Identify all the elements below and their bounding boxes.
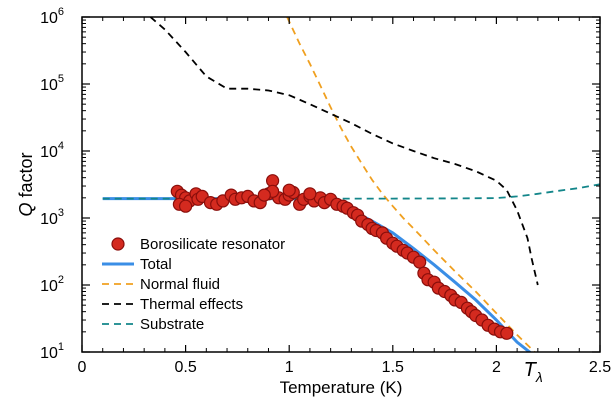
y-tick-exponent: 3 bbox=[58, 207, 64, 219]
points-layer bbox=[170, 174, 514, 340]
y-tick-label: 103 bbox=[40, 207, 64, 228]
y-axis-label-italic: Q bbox=[16, 203, 36, 217]
data-point bbox=[257, 188, 271, 202]
curve-normal-fluid bbox=[286, 17, 536, 352]
legend-marker-borosilicate-resonator bbox=[111, 237, 125, 251]
legend-label-thermal-effects: Thermal effects bbox=[140, 296, 243, 313]
x-tick-label: 0.5 bbox=[174, 359, 196, 376]
y-tick-exponent: 2 bbox=[58, 274, 64, 286]
y-tick-label: 104 bbox=[40, 140, 64, 161]
legend-label-normal-fluid: Normal fluid bbox=[140, 276, 220, 293]
legend-label-borosilicate-resonator: Borosilicate resonator bbox=[140, 236, 285, 253]
x-tick-label: 2.5 bbox=[589, 359, 611, 376]
y-tick-label: 106 bbox=[40, 6, 64, 27]
y-tick-base: 10 bbox=[40, 144, 58, 161]
data-point bbox=[303, 187, 317, 201]
y-tick-exponent: 6 bbox=[58, 6, 64, 18]
data-point bbox=[413, 255, 427, 269]
y-tick-exponent: 4 bbox=[58, 140, 64, 152]
data-point bbox=[282, 183, 296, 197]
x-tick-label: 1 bbox=[285, 359, 294, 376]
data-point bbox=[500, 326, 514, 340]
x-tick-label: 0 bbox=[78, 359, 87, 376]
y-axis-label-rest: factor bbox=[16, 152, 36, 202]
data-point bbox=[179, 199, 193, 213]
y-tick-base: 10 bbox=[40, 10, 58, 27]
y-tick-label: 102 bbox=[40, 274, 64, 295]
y-axis-label: Q factor bbox=[16, 152, 36, 216]
y-tick-base: 10 bbox=[40, 77, 58, 94]
y-tick-base: 10 bbox=[40, 278, 58, 295]
y-tick-label: 101 bbox=[40, 341, 64, 362]
x-tick-label: 1.5 bbox=[382, 359, 404, 376]
curve-thermal-effects bbox=[149, 17, 539, 286]
x-tick-label: 2 bbox=[492, 359, 501, 376]
y-tick-exponent: 1 bbox=[58, 341, 64, 353]
y-tick-label: 105 bbox=[40, 73, 64, 94]
legend: Borosilicate resonator Total Normal fluid T… bbox=[102, 236, 285, 333]
t-lambda-symbol: T bbox=[524, 359, 538, 381]
x-axis-label: Temperature (K) bbox=[280, 378, 403, 397]
y-tick-base: 10 bbox=[40, 345, 58, 362]
legend-label-total: Total bbox=[140, 256, 172, 273]
t-lambda-annotation: Tλ bbox=[524, 359, 543, 385]
y-tick-base: 10 bbox=[40, 211, 58, 228]
plot-frame bbox=[81, 16, 601, 353]
y-tick-exponent: 5 bbox=[58, 73, 64, 85]
t-lambda-subscript: λ bbox=[535, 369, 543, 385]
legend-label-substrate: Substrate bbox=[140, 316, 204, 333]
